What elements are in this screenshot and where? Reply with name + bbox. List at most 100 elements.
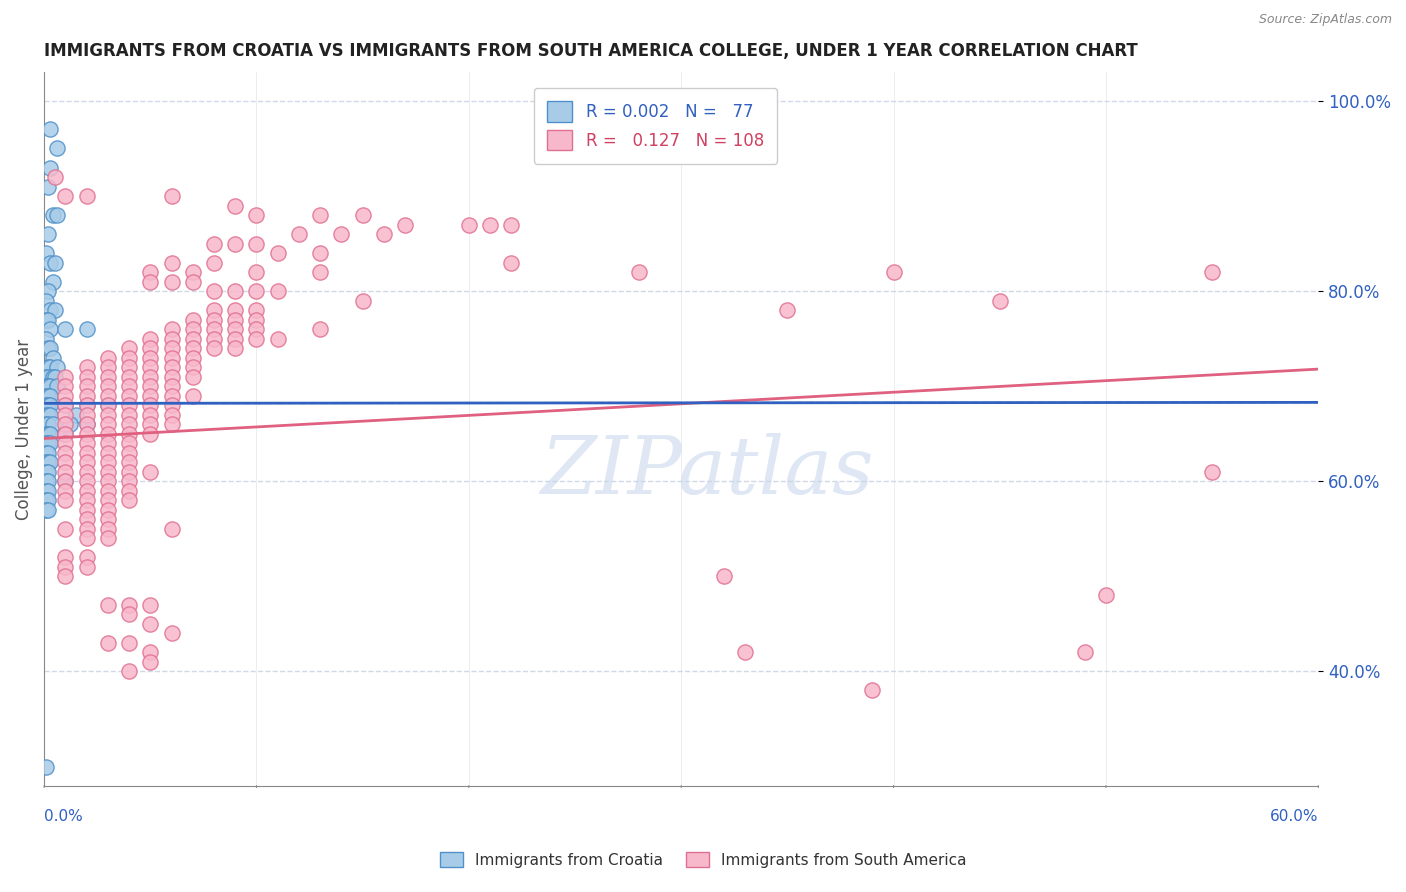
Point [139, 265, 162, 279]
Point [245, 303, 267, 318]
Point [39, 408, 62, 422]
Point [53, 475, 76, 489]
Point [35, 436, 58, 450]
Point [202, 303, 225, 318]
Point [97, 398, 120, 412]
Point [53, 455, 76, 469]
Point [53, 408, 76, 422]
Point [97, 532, 120, 546]
Point [118, 360, 141, 375]
Point [35, 312, 58, 326]
Point [76, 446, 98, 460]
Point [53, 446, 76, 460]
Point [352, 293, 374, 308]
Point [139, 465, 162, 479]
Point [160, 369, 183, 384]
Point [181, 360, 204, 375]
Point [53, 389, 76, 403]
Point [39, 426, 62, 441]
Point [53, 493, 76, 508]
Point [245, 322, 267, 336]
Text: ZIPatlas: ZIPatlas [540, 433, 873, 510]
Point [35, 293, 58, 308]
Point [41, 417, 63, 432]
Point [118, 455, 141, 469]
Point [37, 379, 59, 393]
Point [53, 379, 76, 393]
Point [988, 293, 1011, 308]
Point [76, 408, 98, 422]
Point [76, 465, 98, 479]
Point [35, 493, 58, 508]
Point [97, 493, 120, 508]
Point [181, 322, 204, 336]
Point [37, 284, 59, 298]
Point [37, 179, 59, 194]
Point [44, 169, 66, 184]
Point [53, 369, 76, 384]
Point [53, 189, 76, 203]
Point [139, 360, 162, 375]
Point [139, 351, 162, 365]
Point [76, 522, 98, 536]
Point [118, 665, 141, 679]
Point [76, 493, 98, 508]
Point [627, 265, 650, 279]
Point [118, 636, 141, 650]
Point [288, 227, 311, 241]
Point [97, 360, 120, 375]
Point [53, 426, 76, 441]
Point [118, 598, 141, 612]
Point [76, 483, 98, 498]
Point [35, 417, 58, 432]
Point [37, 475, 59, 489]
Point [118, 475, 141, 489]
Point [53, 550, 76, 565]
Point [139, 426, 162, 441]
Point [118, 483, 141, 498]
Point [37, 426, 59, 441]
Point [883, 265, 905, 279]
Point [37, 503, 59, 517]
Point [37, 493, 59, 508]
Point [53, 436, 76, 450]
Point [139, 379, 162, 393]
Point [160, 389, 183, 403]
Point [97, 636, 120, 650]
Point [160, 189, 183, 203]
Point [118, 426, 141, 441]
Point [181, 389, 204, 403]
Point [224, 322, 246, 336]
Point [267, 332, 290, 346]
Point [1095, 588, 1118, 602]
Point [1073, 645, 1095, 659]
Legend: R = 0.002   N =   77, R =   0.127   N = 108: R = 0.002 N = 77, R = 0.127 N = 108 [534, 88, 778, 163]
Point [53, 398, 76, 412]
Point [45, 379, 67, 393]
Point [97, 389, 120, 403]
Point [352, 208, 374, 222]
Point [97, 426, 120, 441]
Point [37, 436, 59, 450]
Point [97, 512, 120, 526]
Point [37, 483, 59, 498]
Point [37, 417, 59, 432]
Point [53, 398, 76, 412]
Point [160, 332, 183, 346]
Point [97, 436, 120, 450]
Point [224, 284, 246, 298]
Point [181, 265, 204, 279]
Point [202, 322, 225, 336]
Point [118, 341, 141, 355]
Point [35, 398, 58, 412]
Point [224, 303, 246, 318]
Point [202, 255, 225, 269]
Point [41, 275, 63, 289]
Point [118, 351, 141, 365]
Point [97, 475, 120, 489]
Point [53, 417, 76, 432]
Text: 0.0%: 0.0% [44, 809, 83, 824]
Point [39, 255, 62, 269]
Point [860, 683, 883, 698]
Point [97, 598, 120, 612]
